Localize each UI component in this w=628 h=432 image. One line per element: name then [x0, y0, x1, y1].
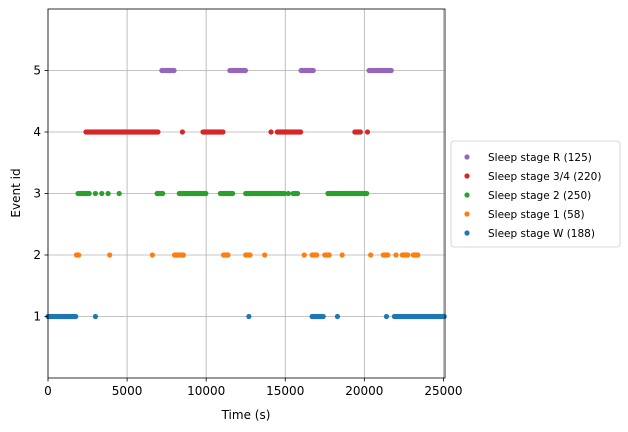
data-point [393, 252, 399, 258]
data-point [242, 67, 248, 74]
data-point [320, 313, 326, 320]
data-point [247, 252, 253, 258]
legend-marker [464, 230, 470, 236]
x-tick-label: 15000 [266, 384, 304, 398]
y-axis-label: Event id [9, 168, 23, 217]
x-axis-label: Time (s) [221, 408, 271, 422]
legend-marker [464, 211, 470, 217]
series-points [159, 67, 394, 74]
y-axis-ticks: 1 2 3 4 5 [33, 64, 48, 324]
data-point [301, 252, 307, 258]
y-tick-label: 1 [33, 310, 41, 324]
data-point [99, 190, 105, 197]
legend-label: Sleep stage 1 (58) [488, 209, 585, 221]
series-points [83, 129, 371, 135]
data-point [383, 313, 390, 320]
x-tick-label: 5000 [112, 384, 143, 398]
data-point [385, 252, 391, 258]
data-point [73, 313, 79, 320]
legend-label: Sleep stage W (188) [488, 228, 595, 240]
legend-label: Sleep stage R (125) [488, 152, 592, 164]
data-point [203, 190, 209, 197]
legend-marker [464, 192, 470, 198]
y-tick-label: 3 [33, 187, 41, 201]
data-point [160, 190, 166, 197]
data-point [368, 252, 374, 258]
data-point [92, 190, 99, 197]
data-point [281, 190, 288, 197]
x-tick-label: 10000 [187, 384, 225, 398]
data-point [334, 313, 341, 320]
data-point [220, 129, 226, 135]
series-points [75, 190, 370, 197]
data-point [229, 190, 236, 197]
data-point [310, 67, 316, 74]
data-point [105, 190, 111, 197]
x-tick-label: 0 [44, 384, 52, 398]
legend-box [450, 140, 621, 248]
legend: Sleep stage R (125) Sleep stage 3/4 (220)… [450, 140, 621, 248]
y-tick-label: 5 [33, 64, 41, 78]
data-point [86, 190, 92, 197]
legend-label: Sleep stage 2 (250) [488, 190, 591, 202]
data-point [76, 252, 82, 258]
data-point [107, 252, 113, 258]
data-point [155, 129, 161, 135]
data-point [246, 313, 252, 320]
x-axis-ticks: 0 5000 10000 15000 20000 25000 [44, 378, 463, 398]
data-point [339, 252, 345, 258]
data-point [294, 190, 301, 197]
data-point [441, 313, 447, 320]
y-tick-label: 4 [33, 125, 41, 139]
data-point [171, 67, 177, 74]
data-point [262, 252, 268, 258]
data-point [285, 190, 292, 197]
data-point [225, 252, 231, 258]
legend-marker [464, 173, 470, 179]
data-point [405, 252, 411, 258]
series-points [73, 252, 421, 258]
y-tick-label: 2 [33, 248, 41, 262]
data-point [149, 252, 155, 258]
series-points [45, 313, 447, 320]
data-point [92, 313, 99, 320]
data-point [268, 129, 274, 135]
data-point [179, 129, 186, 135]
data-point [415, 252, 421, 258]
legend-marker [464, 154, 470, 160]
data-point [180, 252, 186, 258]
data-point [326, 252, 332, 258]
data-point [297, 129, 304, 135]
data-point [364, 129, 371, 135]
data-point [357, 129, 363, 135]
data-point [313, 252, 320, 258]
legend-label: Sleep stage 3/4 (220) [488, 171, 601, 183]
x-tick-label: 25000 [424, 384, 462, 398]
data-points [45, 67, 447, 320]
x-tick-label: 20000 [345, 384, 383, 398]
data-point [364, 190, 370, 197]
data-point [388, 67, 394, 74]
data-point [116, 190, 122, 197]
